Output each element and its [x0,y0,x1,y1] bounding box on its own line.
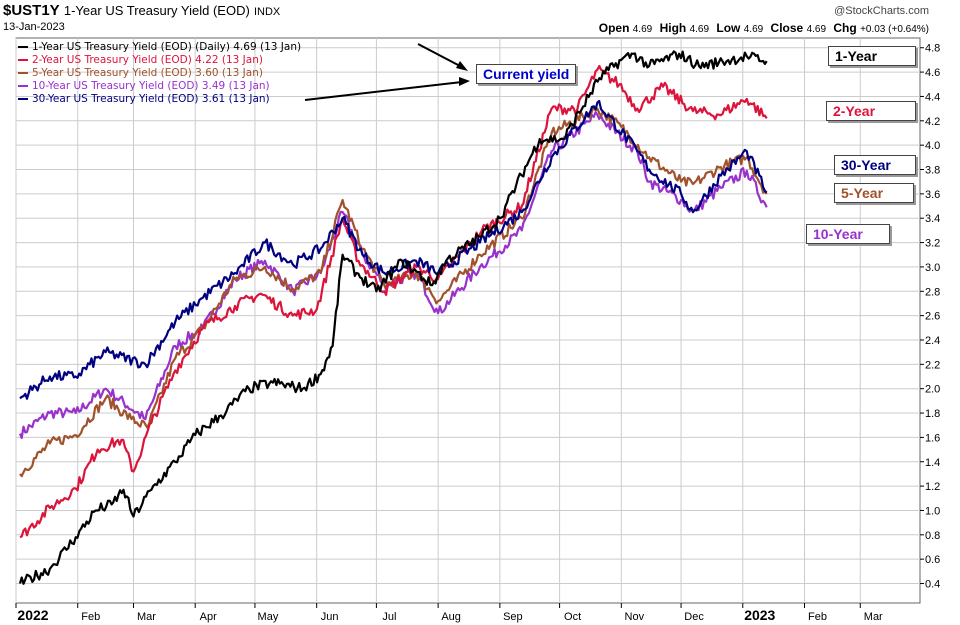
source-credit: @StockCharts.com [834,5,929,17]
x-tick-label: May [258,611,279,623]
legend-label: 1-Year US Treasury Yield (EOD) (Daily) 4… [32,41,302,53]
x-tick-label: Feb [81,611,100,623]
x-tick-label: Nov [625,611,645,623]
x-tick-label: Oct [564,611,581,623]
x-tick-label: Aug [441,611,461,623]
x-axis: 2022 Feb Mar Apr May Jun Jul Aug Sep Oct Nov Dec 202… [15,603,883,623]
y-tick-label: 4.0 [925,140,940,152]
legend-swatch [18,98,28,100]
label-5-year: 5-Year [834,183,914,203]
y-tick-label: 0.8 [925,530,940,542]
open-label: Open [598,21,630,35]
legend-label: 10-Year US Treasury Yield (EOD) 3.49 (13… [32,80,270,92]
x-tick-label: 2023 [744,607,775,623]
legend-swatch [18,46,28,48]
y-tick-label: 4.4 [925,91,940,103]
legend: 1-Year US Treasury Yield (EOD) (Daily) 4… [18,41,301,106]
x-tick-label: Feb [808,611,827,623]
legend-swatch [18,59,28,61]
x-tick-label: Dec [684,611,704,623]
label-10-year: 10-Year [806,224,890,244]
legend-item: 30-Year US Treasury Yield (EOD) 3.61 (13… [18,93,301,106]
arrow-line-top [417,43,461,67]
y-tick-label: 2.0 [925,384,940,396]
quote-row: Open 4.69 High 4.69 Low 4.69 Close 4.69 … [599,21,929,35]
legend-label: 2-Year US Treasury Yield (EOD) 4.22 (13 … [32,54,263,66]
legend-item: 1-Year US Treasury Yield (EOD) (Daily) 4… [18,41,301,54]
y-tick-label: 1.4 [925,457,940,469]
series-line-2-year [19,64,768,539]
y-tick-label: 0.4 [925,579,940,591]
chg-label: Chg [833,21,857,35]
y-tick-label: 0.6 [925,554,940,566]
annotation-arrows [304,43,470,101]
y-tick-label: 2.4 [925,335,940,347]
legend-label: 30-Year US Treasury Yield (EOD) 3.61 (13… [32,93,270,105]
y-tick-label: 4.2 [925,116,940,128]
exchange: INDX [253,6,281,18]
x-tick-label: Jul [382,611,396,623]
grid [15,38,920,603]
x-tick-label: Jun [321,611,339,623]
chart-header: $UST1Y 1-Year US Treasury Yield (EOD) IN… [0,0,960,38]
x-tick-label: Mar [864,611,883,623]
series-name: 1-Year US Treasury Yield (EOD) [63,3,250,18]
legend-item: 5-Year US Treasury Yield (EOD) 3.60 (13 … [18,67,301,80]
y-tick-label: 3.4 [925,213,940,225]
legend-swatch [18,72,28,74]
y-tick-label: 2.2 [925,359,940,371]
y-tick-label: 4.8 [925,43,940,55]
chart-date: 13-Jan-2023 [3,21,65,33]
chart-title: $UST1Y 1-Year US Treasury Yield (EOD) IN… [3,2,280,19]
y-tick-label: 1.6 [925,432,940,444]
y-tick-label: 3.8 [925,165,940,177]
close-label: Close [770,21,804,35]
legend-item: 10-Year US Treasury Yield (EOD) 3.49 (13… [18,80,301,93]
label-1-year: 1-Year [828,46,916,66]
series-line-5-year [19,106,768,478]
symbol: $UST1Y [3,2,60,19]
y-tick-label: 1.2 [925,481,940,493]
label-30-year: 30-Year [834,155,916,175]
y-axis: 0.4 0.6 0.8 1.0 1.2 1.4 1.6 1.8 2.0 2.2 2.4 2.6 2.8 3… [920,43,940,591]
high-value: 4.69 [689,24,710,35]
y-tick-label: 1.0 [925,505,940,517]
y-tick-label: 1.8 [925,408,940,420]
legend-item: 2-Year US Treasury Yield (EOD) 4.22 (13 … [18,54,301,67]
label-2-year: 2-Year [826,101,916,121]
series-lines [18,50,768,585]
arrow-head-bottom [459,77,470,86]
low-label: Low [716,21,741,35]
chg-value: +0.03 (+0.64%) [860,24,929,35]
y-tick-label: 2.8 [925,286,940,298]
x-tick-label: 2022 [17,607,48,623]
high-label: High [659,21,687,35]
close-value: 4.69 [806,24,827,35]
open-value: 4.69 [632,24,653,35]
arrow-line-bottom [304,81,463,101]
plot-area [15,37,921,604]
x-tick-label: Apr [200,611,217,623]
y-tick-label: 3.2 [925,238,940,250]
legend-swatch [18,85,28,87]
x-tick-label: Sep [503,611,523,623]
low-value: 4.69 [743,24,764,35]
y-tick-label: 2.6 [925,311,940,323]
y-tick-label: 3.0 [925,262,940,274]
y-tick-label: 3.6 [925,189,940,201]
x-tick-label: Mar [137,611,156,623]
arrow-head-top [456,61,468,71]
series-line-1-year [18,50,768,585]
current-yield-annotation: Current yield [476,64,577,84]
legend-label: 5-Year US Treasury Yield (EOD) 3.60 (13 … [32,67,263,79]
y-tick-label: 4.6 [925,67,940,79]
